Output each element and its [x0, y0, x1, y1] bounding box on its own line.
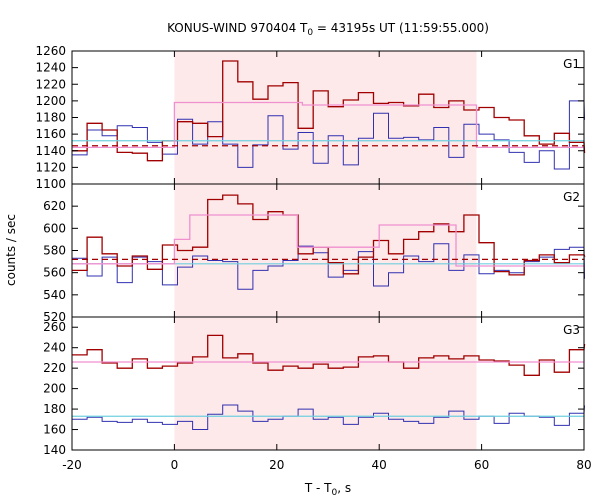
x-tick-label: 20 — [269, 458, 284, 472]
y-tick-label: 580 — [43, 244, 66, 258]
panel-g3: 140 160 180 200 220 240 260 G3 — [43, 316, 586, 457]
red-series-line — [72, 334, 586, 376]
y-tick-label: 240 — [43, 341, 66, 355]
y-tick-label: 1260 — [35, 44, 66, 58]
y-tick-label: 180 — [43, 402, 66, 416]
panel-label-g2: G2 — [563, 190, 580, 204]
y-tick-label: 220 — [43, 361, 66, 375]
y-tick-label: 540 — [43, 288, 66, 302]
x-tick-label: 0 — [171, 458, 179, 472]
y-tick-label: 560 — [43, 266, 66, 280]
y-tick-label: 1240 — [35, 61, 66, 75]
x-tick-label: 60 — [474, 458, 489, 472]
y-tick-label: 1220 — [35, 77, 66, 91]
y-tick-label: 260 — [43, 320, 66, 334]
y-tick-label: 1140 — [35, 144, 66, 158]
y-tick-label: 1160 — [35, 127, 66, 141]
y-tick-label: 600 — [43, 221, 66, 235]
panel-label-g1: G1 — [563, 57, 580, 71]
chart-title: KONUS-WIND 970404 T0 = 43195s UT (11:59:… — [167, 21, 489, 38]
shaded-interval — [174, 184, 477, 317]
panel-g2: 520 540 560 580 600 620 G2 — [43, 183, 586, 324]
pink-fit-line — [72, 214, 584, 267]
shaded-interval — [174, 317, 477, 450]
y-tick-label: 620 — [43, 199, 66, 213]
pink-fit-line — [72, 101, 584, 149]
y-tick-label: 1100 — [35, 177, 66, 191]
x-tick-label: -20 — [62, 458, 82, 472]
y-tick-label: 140 — [43, 443, 66, 457]
y-tick-label: 160 — [43, 423, 66, 437]
panel-label-g3: G3 — [563, 323, 580, 337]
y-tick-label: 1180 — [35, 111, 66, 125]
panel-frame — [71, 316, 585, 451]
red-series-line — [72, 60, 586, 162]
y-tick-label: 200 — [43, 382, 66, 396]
x-tick-label: 80 — [576, 458, 591, 472]
x-tick-label: 40 — [372, 458, 387, 472]
y-tick-label: 1200 — [35, 94, 66, 108]
y-tick-label: 520 — [43, 310, 66, 324]
x-axis-label: T - T0, s — [304, 481, 351, 498]
shaded-interval — [174, 51, 477, 184]
blue-series-line — [72, 404, 586, 430]
panel-g1: 1100 1120 1140 1160 1180 1200 1220 1240 1260 G1 — [35, 44, 586, 191]
y-axis-label: counts / sec — [4, 214, 18, 286]
red-series-line — [72, 194, 586, 276]
panels-layer: 1100 1120 1140 1160 1180 1200 1220 1240 1260 G1 52… — [35, 44, 591, 472]
y-tick-label: 1120 — [35, 160, 66, 174]
